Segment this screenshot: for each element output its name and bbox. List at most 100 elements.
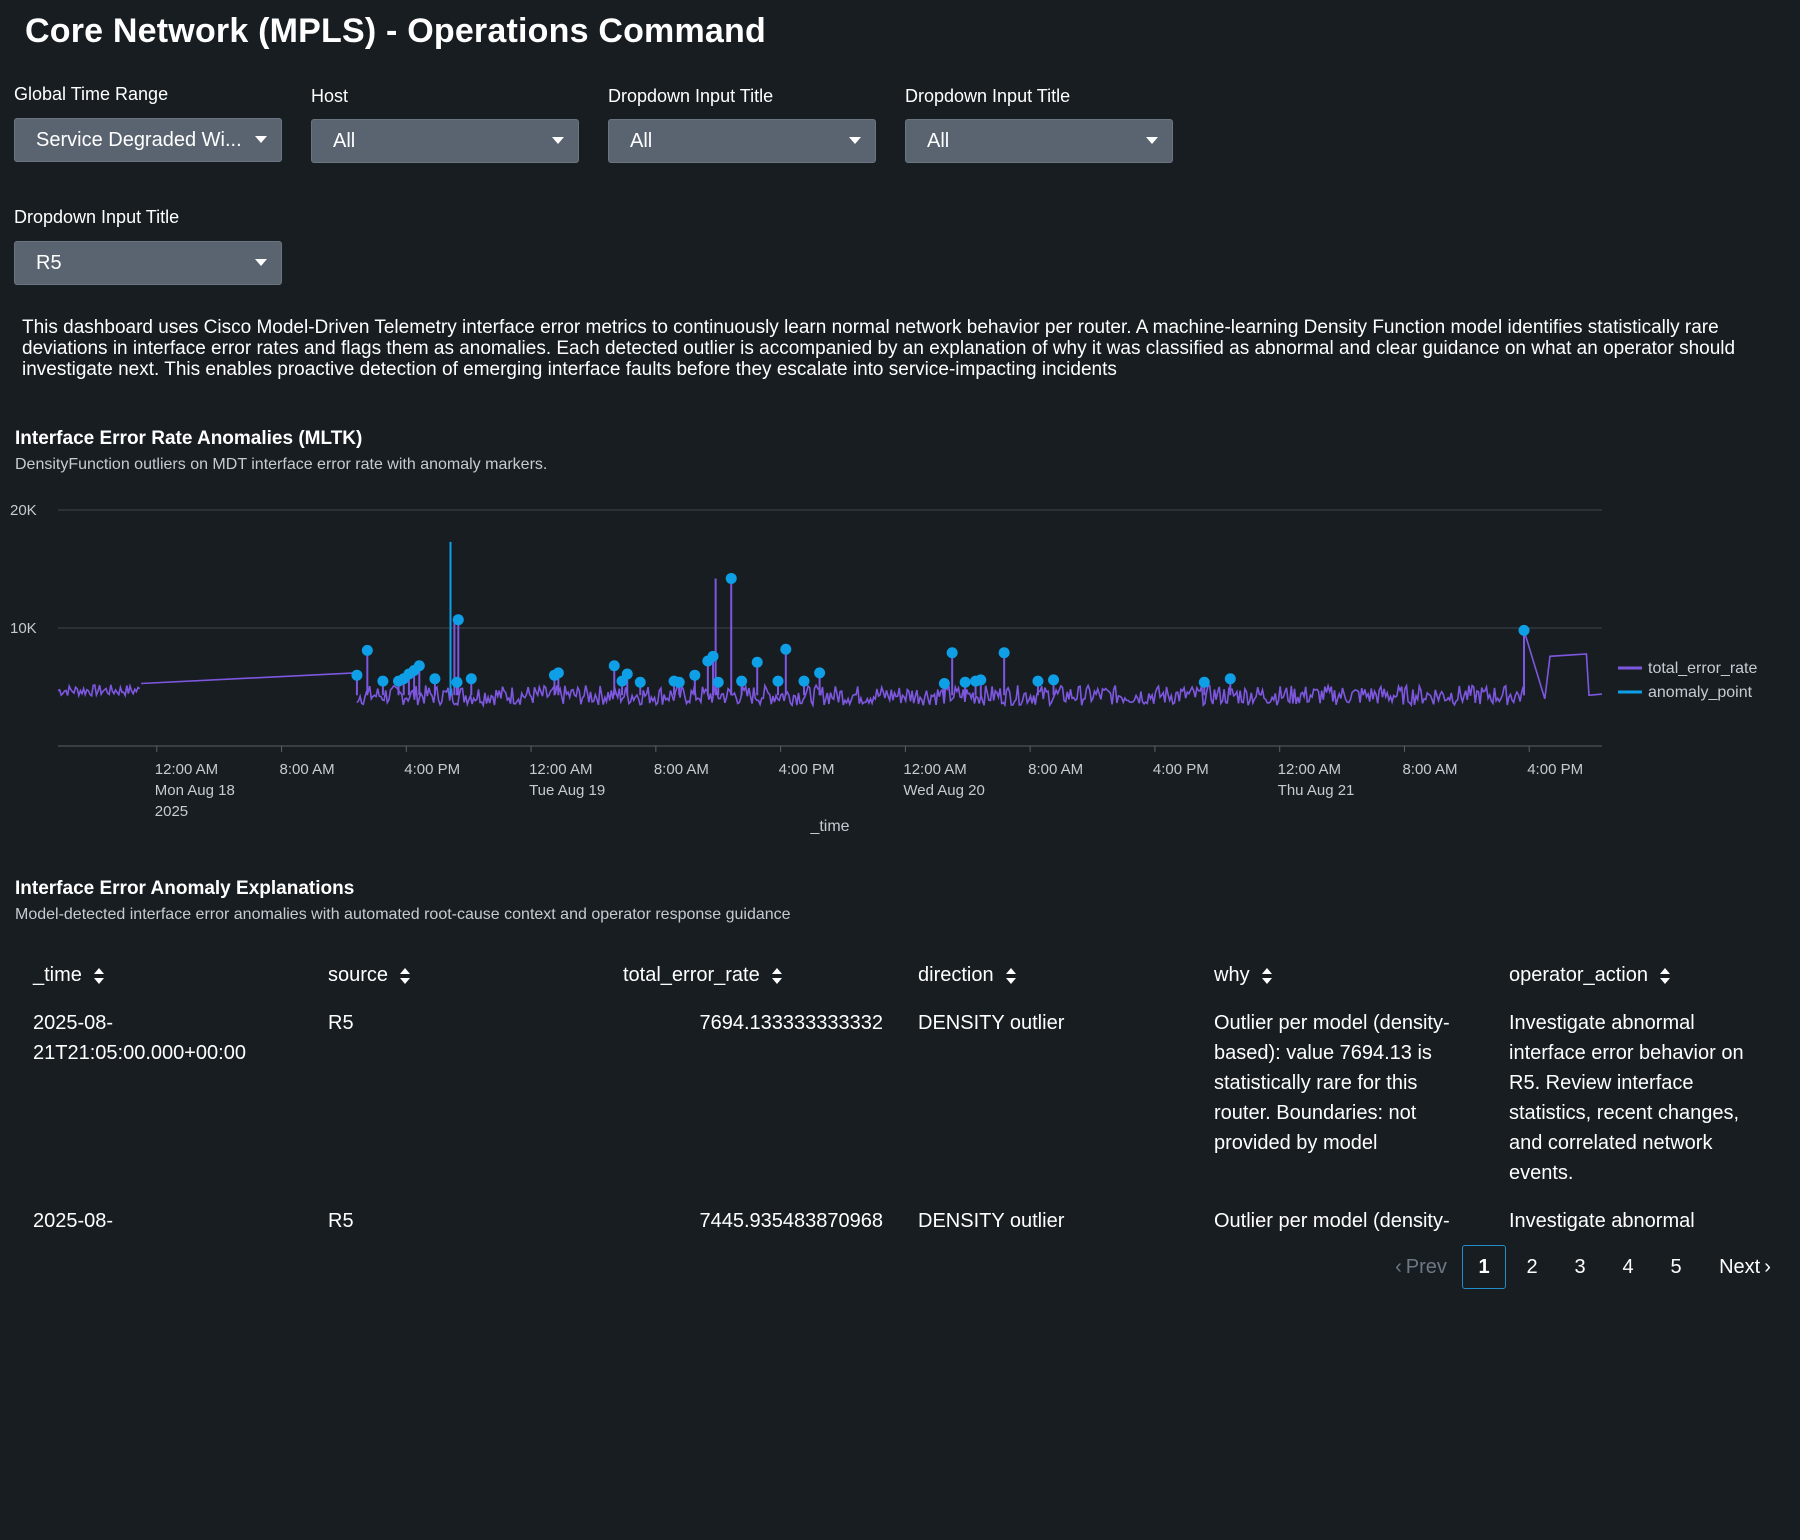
host-dropdown[interactable]: All [311, 119, 579, 163]
pagination-next[interactable]: Next › [1710, 1245, 1780, 1289]
anomaly-point [975, 674, 987, 686]
cell-line: and correlated network [1509, 1132, 1713, 1154]
x-tick-label: 8:00 AM [654, 761, 709, 778]
column-header-operator-action[interactable]: operator_action [1509, 964, 1670, 987]
cell-line: based): value 7694.13 is [1214, 1042, 1432, 1064]
pagination-prev-label: Prev [1405, 1255, 1447, 1278]
anomaly-point [946, 647, 958, 659]
dropdown-input-2[interactable]: All [905, 119, 1173, 163]
pagination-page-2[interactable]: 2 [1526, 1255, 1538, 1278]
anomaly-point [1032, 675, 1044, 687]
legend-label: anomaly_point [1648, 684, 1753, 701]
caret-down-icon [1146, 137, 1158, 144]
caret-down-icon [849, 137, 861, 144]
x-tick-label: Mon Aug 18 [155, 782, 235, 799]
anomaly-point [634, 676, 646, 688]
chevron-left-icon: ‹ [1395, 1255, 1402, 1278]
input-label-dropdown-3: Dropdown Input Title [14, 207, 180, 227]
dashboard-description: This dashboard uses Cisco Model-Driven T… [22, 317, 1736, 380]
anomaly-point [707, 650, 719, 662]
x-tick-label: 8:00 AM [280, 761, 335, 778]
table-cell-direction: DENSITY outlier [918, 1012, 1065, 1034]
sort-icon [771, 967, 782, 984]
column-header-label: _time [33, 964, 82, 986]
pagination-next-label: Next [1719, 1255, 1761, 1278]
table-panel-title: Interface Error Anomaly Explanations [15, 878, 355, 899]
pagination-prev[interactable]: ‹ Prev [1386, 1245, 1456, 1289]
sort-icon [1261, 967, 1272, 984]
x-tick-label: 8:00 AM [1028, 761, 1083, 778]
anomaly-point [621, 668, 633, 680]
y-tick-label: 20K [10, 502, 37, 519]
cell-line: interface error behavior on [1509, 1042, 1744, 1064]
x-tick-label: 12:00 AM [529, 761, 592, 778]
dropdown-input-3[interactable]: R5 [14, 241, 282, 285]
anomaly-point [552, 667, 564, 679]
anomaly-point [798, 675, 810, 687]
column-header-total-error-rate[interactable]: total_error_rate [623, 964, 782, 987]
cell-line: Investigate abnormal [1509, 1012, 1695, 1034]
anomaly-point [377, 675, 389, 687]
table-cell-total-error-rate: 7445.935483870968 [699, 1210, 883, 1232]
anomaly-point [465, 673, 477, 685]
y-tick-label: 10K [10, 620, 37, 637]
cell-line: 2025-08- [33, 1012, 114, 1034]
table-panel-subtitle: Model-detected interface error anomalies… [15, 906, 791, 923]
x-tick-label: Thu Aug 21 [1278, 782, 1355, 799]
cell-line: router. Boundaries: not [1214, 1102, 1417, 1124]
anomaly-point [712, 676, 724, 688]
pagination-page-1[interactable]: 1 [1462, 1245, 1506, 1289]
pagination-page-4[interactable]: 4 [1622, 1255, 1634, 1278]
sort-icon [1659, 967, 1670, 984]
input-label-time-range: Global Time Range [14, 84, 169, 104]
anomaly-point [772, 675, 784, 687]
chart-panel-subtitle: DensityFunction outliers on MDT interfac… [15, 456, 548, 473]
x-tick-label: 4:00 PM [779, 761, 835, 778]
anomaly-point [451, 676, 463, 688]
caret-down-icon [255, 259, 267, 266]
x-tick-label: 8:00 AM [1402, 761, 1457, 778]
column-header-direction[interactable]: direction [918, 964, 1016, 987]
pagination-page-3[interactable]: 3 [1574, 1255, 1586, 1278]
caret-down-icon [255, 136, 267, 143]
cell-line: statistically rare for this [1214, 1072, 1418, 1094]
table-cell-time: 2025-08- [33, 1210, 114, 1232]
anomaly-point [814, 667, 826, 679]
anomaly-point [361, 644, 373, 656]
x-tick-label: 4:00 PM [1153, 761, 1209, 778]
x-tick-label: 2025 [155, 803, 188, 820]
column-header-label: why [1214, 964, 1250, 986]
sort-icon [400, 967, 411, 984]
table-cell-operator-action: Investigate abnormal interface error beh… [1509, 1008, 1794, 1188]
column-header-label: direction [918, 964, 994, 986]
dropdown-value: All [333, 129, 356, 152]
table-cell-direction: DENSITY outlier [918, 1210, 1065, 1232]
cell-line: 21T21:05:00.000+00:00 [33, 1042, 246, 1064]
input-label-host: Host [311, 86, 349, 106]
column-header-source[interactable]: source [328, 964, 411, 987]
cell-line: R5. Review interface [1509, 1072, 1694, 1094]
pagination-page-5[interactable]: 5 [1670, 1255, 1682, 1278]
column-header-label: operator_action [1509, 964, 1648, 986]
error-rate-chart: 20K 10K 12:00 AM Mon Aug 18 2025 8:00 AM 4:00 … [10, 502, 1757, 835]
legend-label: total_error_rate [1648, 660, 1757, 677]
dropdown-value: Service Degraded Wi... [36, 128, 242, 151]
anomaly-point [1198, 676, 1210, 688]
dropdown-input-1[interactable]: All [608, 119, 876, 163]
anomaly-point [429, 673, 441, 685]
column-header-time[interactable]: _time [33, 964, 104, 987]
anomaly-point [725, 572, 737, 584]
cell-line: events. [1509, 1162, 1574, 1184]
input-label-dropdown-1: Dropdown Input Title [608, 86, 774, 106]
table-cell-why: Outlier per model (density- [1214, 1210, 1450, 1232]
series-line-total-error-rate [57, 630, 1603, 709]
chevron-right-icon: › [1764, 1255, 1771, 1278]
time-range-dropdown[interactable]: Service Degraded Wi... [14, 118, 282, 162]
x-tick-label: 12:00 AM [1278, 761, 1341, 778]
anomaly-point [413, 660, 425, 672]
anomaly-point [938, 677, 950, 689]
cell-line: provided by model [1214, 1132, 1378, 1154]
column-header-why[interactable]: why [1214, 964, 1272, 987]
table-cell-operator-action: Investigate abnormal [1509, 1210, 1695, 1232]
input-label-dropdown-2: Dropdown Input Title [905, 86, 1071, 106]
